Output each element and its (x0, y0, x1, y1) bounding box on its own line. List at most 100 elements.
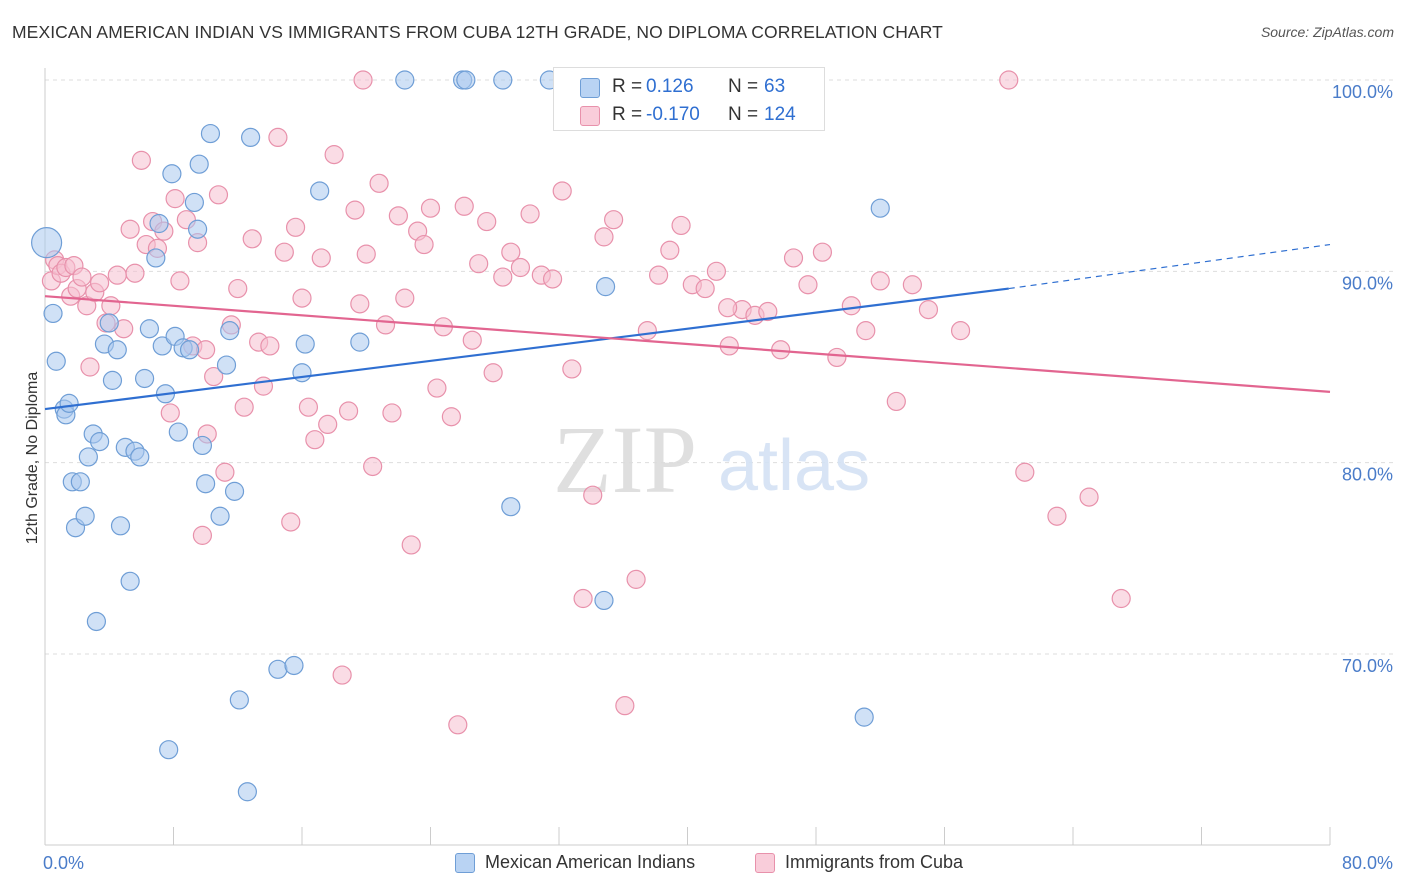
gridlines (45, 79, 1395, 655)
data-point (216, 355, 237, 375)
data-point (268, 127, 288, 147)
data-point (43, 303, 63, 324)
data-point (414, 234, 434, 255)
data-point (200, 123, 221, 144)
data-point (332, 665, 352, 685)
data-point (648, 265, 669, 285)
legend-row-pink: R = -0.170 N = 124 (554, 100, 824, 128)
data-point (228, 278, 248, 299)
data-point (594, 590, 614, 611)
y-tick-label: 80.0% (1342, 465, 1393, 485)
data-point (493, 70, 513, 90)
legend-swatch-blue (580, 78, 600, 98)
data-point (448, 715, 468, 735)
legend-label: Immigrants from Cuba (785, 852, 964, 872)
data-point (718, 298, 738, 318)
data-point (1047, 506, 1067, 526)
data-point (160, 403, 180, 423)
data-point (281, 512, 301, 532)
trend-lines (44, 243, 1331, 411)
tick-labels: 70.0% 80.0% 90.0% 100.0% 0.0% 80.0% (43, 82, 1393, 873)
legend-row-blue: R = 0.126 N = 63 (554, 72, 824, 100)
data-point (395, 70, 415, 90)
data-point (139, 319, 160, 339)
data-point (573, 588, 593, 609)
data-point (168, 422, 188, 442)
data-point (783, 248, 804, 268)
data-point (1015, 462, 1035, 482)
data-point (311, 248, 331, 268)
data-point (196, 474, 216, 494)
data-point (298, 397, 319, 417)
r-label: R = (612, 104, 643, 125)
legend-swatch-pink (755, 853, 775, 873)
y-tick-label: 100.0% (1332, 82, 1393, 102)
data-point (583, 485, 603, 505)
data-point (1111, 588, 1131, 609)
data-point (350, 332, 370, 352)
data-point (59, 393, 79, 413)
data-point (510, 257, 531, 278)
data-point (146, 248, 166, 268)
data-point (75, 506, 95, 526)
data-point (237, 782, 257, 802)
data-point (469, 254, 489, 274)
data-point (902, 275, 922, 295)
data-point (827, 347, 847, 368)
series-mexican-american-indians (31, 70, 890, 802)
data-point (615, 696, 635, 716)
data-point (706, 261, 727, 281)
data-point (353, 70, 373, 90)
data-point (120, 219, 140, 239)
data-point (292, 288, 312, 308)
x-tick-label: 80.0% (1342, 853, 1393, 873)
data-point (841, 296, 861, 316)
data-point (152, 336, 172, 356)
data-point (184, 192, 204, 213)
trend-line-pink (44, 295, 1331, 393)
data-point (595, 277, 616, 297)
data-point (441, 407, 461, 427)
data-point (241, 127, 261, 147)
r-value: 0.126 (646, 76, 694, 97)
n-label: N = (728, 76, 759, 97)
data-point (1079, 487, 1099, 507)
data-point (493, 267, 513, 287)
data-point (70, 472, 90, 492)
data-point (918, 300, 939, 320)
data-point (130, 447, 150, 467)
data-point (758, 301, 778, 322)
r-label: R = (612, 76, 643, 97)
n-value: 63 (764, 76, 786, 97)
data-point (242, 229, 262, 249)
data-point (86, 611, 107, 632)
data-point (131, 150, 151, 170)
data-point (120, 571, 140, 591)
data-point (427, 378, 447, 398)
data-point (462, 330, 482, 350)
data-point (170, 271, 190, 291)
data-point (604, 210, 624, 230)
data-point (90, 273, 110, 293)
chart-title: MEXICAN AMERICAN INDIAN VS IMMIGRANTS FR… (12, 22, 943, 42)
data-point (295, 334, 315, 354)
data-point (382, 403, 402, 423)
trend-line-blue-extension (1008, 243, 1331, 290)
data-point (46, 351, 66, 371)
data-point (695, 278, 715, 299)
data-point (215, 462, 235, 482)
data-point (345, 200, 365, 220)
data-point (260, 336, 280, 356)
r-value: -0.170 (646, 104, 700, 125)
y-tick-label: 90.0% (1342, 273, 1393, 293)
n-label: N = (728, 104, 759, 125)
data-point (420, 198, 441, 218)
data-point (285, 217, 306, 237)
data-point (310, 181, 330, 201)
data-point (798, 275, 818, 295)
data-point (637, 321, 657, 341)
data-point (369, 173, 389, 193)
data-point (149, 213, 169, 234)
data-point (234, 397, 254, 417)
data-point (454, 196, 474, 216)
